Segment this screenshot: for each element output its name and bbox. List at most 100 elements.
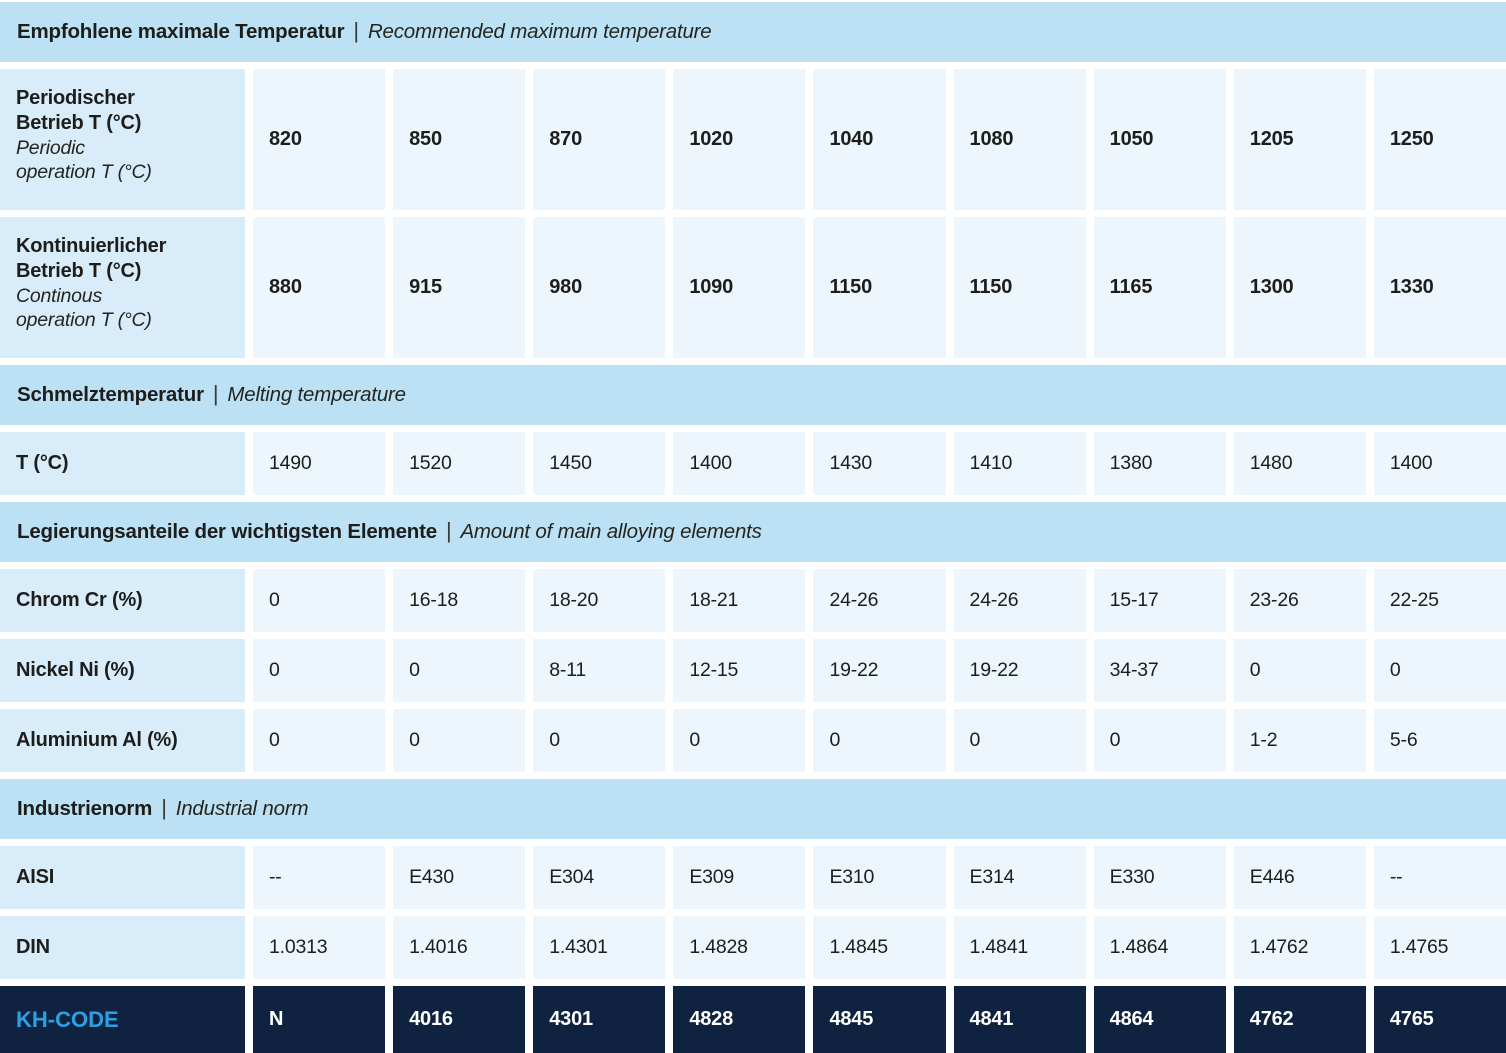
value-cell: 5-6 [1373,709,1506,772]
value-cell: 4016 [393,986,526,1053]
cell-value: E330 [1109,866,1155,888]
value-cell: 915 [393,217,526,358]
value-cell: 4828 [673,986,806,1053]
section-title-en: Recommended maximum temperature [367,20,712,43]
cell-value: 850 [409,128,442,150]
cell-value: 34-37 [1109,659,1159,681]
row-label-de: Aluminium Al (%) [16,729,178,751]
value-cell: 1410 [953,432,1086,495]
cell-value: E446 [1249,866,1295,888]
cell-value: -- [1389,866,1403,888]
value-cell: 0 [393,709,526,772]
value-cell: 0 [253,569,386,632]
value-cell: 0 [953,709,1086,772]
value-cell: E330 [1093,846,1226,909]
cell-value: 4828 [689,1008,734,1030]
cell-value: 4762 [1249,1008,1294,1030]
cell-value: 1-2 [1249,729,1278,751]
value-cell: 16-18 [393,569,526,632]
value-cell: 1020 [673,69,806,210]
row-label-de: Kontinuierlicher [16,235,167,257]
row-label-de: Betrieb T (°C) [16,112,142,134]
value-cell: 18-21 [673,569,806,632]
cell-value: 15-17 [1109,589,1159,611]
cell-value: 1.4864 [1109,936,1169,958]
value-cell: 1250 [1373,69,1506,210]
value-cell: 34-37 [1093,639,1226,702]
value-cell: 0 [393,639,526,702]
row-label-de: Betrieb T (°C) [16,260,142,282]
value-cell: 1400 [673,432,806,495]
section-header: Legierungsanteile der wichtigsten Elemen… [0,502,1506,562]
row-label-text: T (°C) [16,451,69,476]
cell-value: 0 [269,659,280,681]
value-cell: 0 [813,709,946,772]
cell-value: 820 [269,128,302,150]
value-cell: 0 [1233,639,1366,702]
cell-value: 4301 [549,1008,593,1030]
cell-value: 0 [829,729,841,751]
value-cell: 15-17 [1093,569,1226,632]
row-label-text: KH-CODE [16,1006,119,1034]
cell-value: 19-22 [829,659,879,681]
cell-value: 4765 [1389,1008,1434,1030]
cell-value: 4845 [829,1008,874,1030]
value-cell: 1.0313 [253,916,386,979]
cell-value: 1430 [829,452,873,474]
value-cell: E430 [393,846,526,909]
cell-value: 880 [269,276,302,298]
value-cell: 1520 [393,432,526,495]
value-cell: 1.4016 [393,916,526,979]
row-label-de: T (°C) [16,452,69,474]
value-cell: 12-15 [673,639,806,702]
value-cell: 1080 [953,69,1086,210]
table-row: Nickel Ni (%) 0 0 8-11 12-15 19-22 19-22 34-37 0… [0,639,1506,702]
cell-value: 0 [409,729,420,751]
table-row: DIN 1.0313 1.4016 1.4301 1.4828 1.4845 1.4841 1… [0,916,1506,979]
value-cell: 1205 [1233,69,1366,210]
cell-value: 1205 [1249,128,1294,150]
value-cell: 1430 [813,432,946,495]
cell-value: 1150 [829,276,873,298]
row-label-text: AISI [16,865,54,890]
cell-value: 1.4828 [689,936,748,958]
value-cell: 4864 [1093,986,1226,1053]
value-cell: 0 [673,709,806,772]
cell-value: 0 [1109,729,1121,751]
cell-value: 915 [409,276,442,298]
value-cell: 820 [253,69,386,210]
cell-value: 4841 [969,1008,1014,1030]
cell-value: 1520 [409,452,452,474]
separator: | [212,381,219,406]
cell-value: 1490 [269,452,312,474]
cell-value: 16-18 [409,589,458,611]
table-row: KH-CODE N 4016 4301 4828 4845 4841 4864 4762 4765 [0,986,1506,1053]
cell-value: 0 [1389,659,1401,681]
cell-value: 0 [549,729,560,751]
cell-value: 980 [549,276,582,298]
cell-value: 19-22 [969,659,1019,681]
section-title-de: Legierungsanteile der wichtigsten Elemen… [17,520,437,543]
cell-value: 1450 [549,452,592,474]
table-row: Kontinuierlicher Betrieb T (°C) Continous o… [0,217,1506,358]
cell-value: 1410 [969,452,1013,474]
value-cell: 0 [533,709,666,772]
value-cell: E314 [953,846,1086,909]
value-cell: 24-26 [813,569,946,632]
row-label-de: AISI [16,866,55,888]
row-label: Chrom Cr (%) [0,569,245,632]
value-cell: 1.4864 [1093,916,1226,979]
value-cell: 1300 [1233,217,1366,358]
cell-value: E304 [549,866,594,888]
row-label-text: Kontinuierlicher Betrieb T (°C) Continous o… [16,234,166,333]
value-cell: 19-22 [813,639,946,702]
section-title-en: Amount of main alloying elements [460,520,762,543]
cell-value: 24-26 [829,589,879,611]
cell-value: 1020 [689,128,734,150]
cell-value: -- [269,866,282,888]
row-label-en: operation T (°C) [16,309,152,332]
separator: | [353,18,359,43]
section-title-de: Schmelztemperatur [17,383,204,406]
cell-value: N [269,1008,284,1030]
section-title-de: Industrienorm [17,797,153,820]
